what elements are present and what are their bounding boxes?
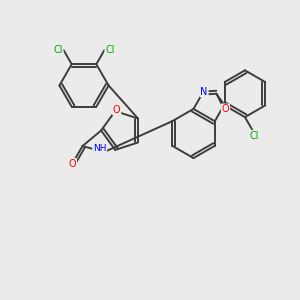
Text: O: O bbox=[113, 105, 121, 115]
Text: Cl: Cl bbox=[105, 45, 115, 55]
Text: Cl: Cl bbox=[53, 45, 63, 55]
Text: O: O bbox=[69, 159, 76, 169]
Text: N: N bbox=[200, 87, 208, 97]
Text: Cl: Cl bbox=[250, 130, 260, 141]
Text: O: O bbox=[222, 104, 229, 114]
Text: NH: NH bbox=[93, 144, 106, 153]
